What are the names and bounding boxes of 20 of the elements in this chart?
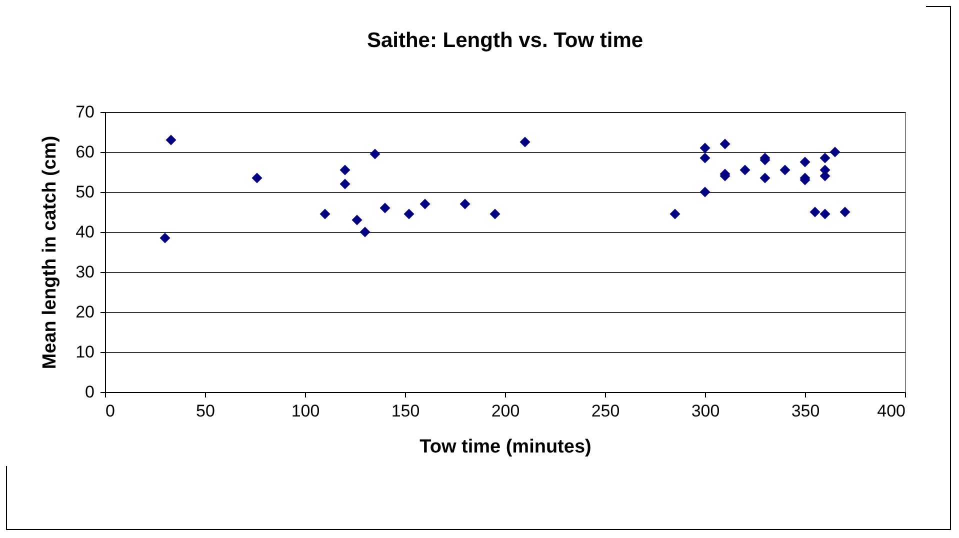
y-axis-title: Mean length in catch (cm)	[40, 136, 61, 370]
x-tick-label: 150	[391, 402, 420, 420]
y-tick-label: 30	[76, 262, 94, 282]
x-tick-label: 400	[877, 402, 906, 420]
x-tick-label: 250	[591, 402, 620, 420]
x-tick-label: 350	[791, 402, 820, 420]
x-tick-label: 200	[491, 402, 520, 420]
y-tick-label: 0	[85, 382, 94, 402]
y-tick-label: 10	[76, 342, 94, 362]
y-tick-label: 50	[76, 182, 94, 202]
x-tick-label: 300	[691, 402, 720, 420]
chart-title: Saithe: Length vs. Tow time	[366, 29, 644, 52]
y-tick-label: 60	[76, 142, 94, 162]
x-tick-label: 50	[196, 402, 215, 420]
x-tick-label: 0	[106, 402, 115, 420]
y-tick-label: 40	[76, 222, 94, 242]
y-tick-label: 70	[76, 102, 94, 122]
x-tick-label: 100	[291, 402, 320, 420]
x-axis-title: Tow time (minutes)	[420, 436, 592, 458]
y-tick-label: 20	[76, 302, 94, 322]
